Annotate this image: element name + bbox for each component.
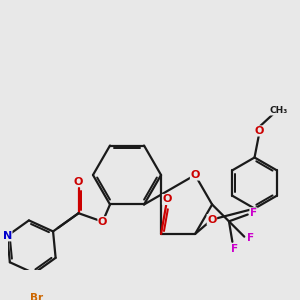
Text: O: O — [190, 170, 200, 180]
Text: N: N — [3, 231, 12, 241]
Text: F: F — [250, 208, 257, 218]
Text: Br: Br — [30, 293, 43, 300]
Text: CH₃: CH₃ — [269, 106, 287, 115]
Text: O: O — [74, 176, 83, 187]
Text: O: O — [207, 214, 217, 225]
Text: F: F — [230, 244, 238, 254]
Text: O: O — [98, 217, 107, 227]
Text: O: O — [255, 126, 264, 136]
Text: O: O — [163, 194, 172, 204]
Text: F: F — [247, 233, 254, 243]
